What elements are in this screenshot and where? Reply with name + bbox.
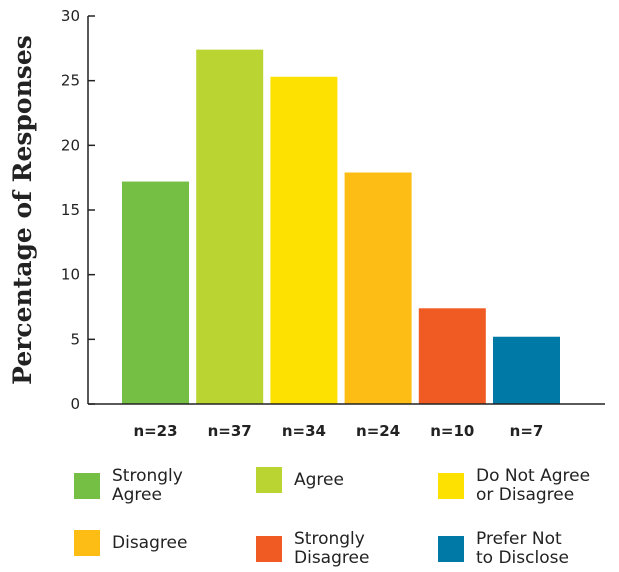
bar-4 [418, 308, 486, 404]
y-tick-label-0: 0 [70, 395, 80, 413]
count-label-2: n=34 [282, 422, 326, 440]
bars [122, 49, 560, 404]
y-axis-ticks: 0 5 10 15 20 25 30 [61, 7, 95, 413]
y-tick-label-10: 10 [61, 266, 80, 284]
count-label-3: n=24 [356, 422, 400, 440]
y-tick-label-30: 30 [61, 7, 80, 25]
y-tick-label-15: 15 [61, 201, 80, 219]
y-tick-label-20: 20 [61, 136, 80, 154]
count-label-5: n=7 [510, 422, 544, 440]
count-label-4: n=10 [430, 422, 474, 440]
bar-3 [344, 172, 412, 404]
count-label-0: n=23 [133, 422, 177, 440]
count-label-1: n=37 [208, 422, 252, 440]
y-tick-label-5: 5 [70, 330, 80, 348]
bar-0 [122, 181, 189, 404]
count-labels: n=23 n=37 n=34 n=24 n=10 n=7 [133, 422, 543, 440]
y-tick-label-25: 25 [61, 72, 80, 90]
bar-2 [270, 76, 338, 404]
y-axis-label: Percentage of Responses [8, 35, 37, 385]
bar-1 [196, 49, 264, 404]
bar-5 [493, 336, 560, 404]
